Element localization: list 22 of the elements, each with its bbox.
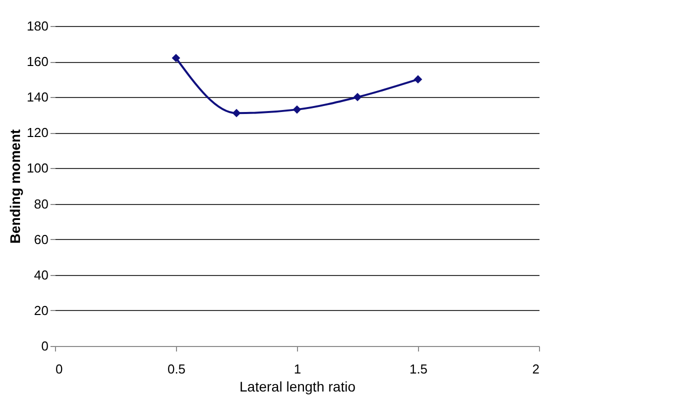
- y-tick-label: 180: [26, 18, 48, 34]
- y-tick-label: 80: [34, 196, 48, 212]
- y-tick-label: 140: [26, 90, 48, 105]
- y-axis-title: Bending moment: [6, 129, 23, 244]
- x-tick-label: 1.5: [409, 362, 428, 376]
- y-tick-label: 20: [34, 302, 48, 318]
- y-tick-label: 160: [26, 54, 48, 70]
- y-tick-label: 40: [34, 267, 48, 282]
- y-tick-label: 60: [34, 232, 48, 247]
- x-tick-label: 1: [294, 362, 302, 376]
- y-tick-label: 100: [26, 160, 48, 176]
- x-tick-label: 0.5: [167, 362, 186, 376]
- x-axis-title: Lateral length ratio: [240, 378, 356, 394]
- point: [172, 54, 180, 62]
- y-tick-label: 120: [26, 125, 48, 140]
- point: [232, 108, 241, 118]
- point: [414, 75, 422, 84]
- x-tick-label: 2: [532, 362, 540, 376]
- y-tick-label: 0: [41, 338, 48, 354]
- point: [292, 105, 302, 114]
- point: [353, 92, 362, 102]
- x-tick-label: 0: [56, 362, 63, 376]
